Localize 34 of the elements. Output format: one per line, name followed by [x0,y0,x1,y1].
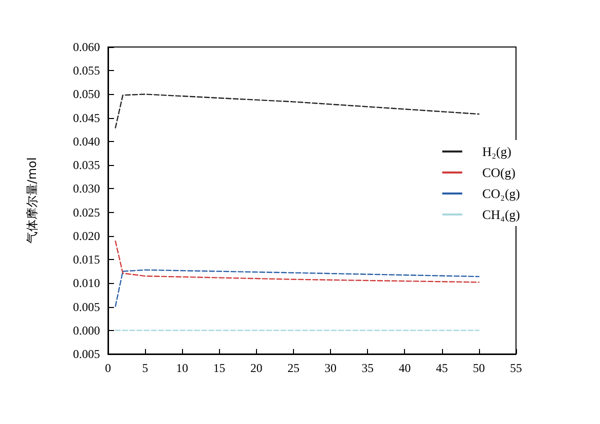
x-tick-label: 15 [213,361,226,375]
y-tick-label: 0.020 [73,228,100,243]
y-tick-label: 0.005 [73,347,100,361]
legend-label: H₂(g) [482,144,512,159]
legend-label: CH₄(g) [482,207,520,222]
line-series [114,94,480,128]
x-tick-label: 5 [142,361,148,375]
y-tick-label: 0.005 [73,300,100,314]
x-tick-label: 50 [472,361,485,375]
x-tick-label: 40 [398,361,411,375]
x-tick-label: 55 [510,361,522,375]
y-tick-label: 0.055 [73,64,100,78]
legend-label: CO₂(g) [482,186,520,201]
y-tick-label: 0.010 [73,276,100,290]
y-tick-label: 0.050 [73,87,100,102]
y-tick-label: 0.000 [73,323,100,338]
x-tick-label: 25 [287,361,300,375]
line-series [114,240,480,283]
x-tick-label: 10 [176,361,188,375]
y-axis-title: 气体摩尔量/mol [25,157,39,244]
line-series [114,269,480,307]
x-tick-label: 0 [105,361,111,375]
y-tick-label: 0.060 [73,40,100,54]
legend-label: CO(g) [482,165,516,180]
y-tick-label: 0.015 [73,252,100,267]
x-tick-label: 45 [436,361,448,375]
y-tick-label: 0.025 [73,205,100,220]
y-tick-label: 0.035 [73,158,100,172]
y-tick-label: 0.030 [73,182,100,196]
x-tick-label: 35 [362,361,374,375]
x-tick-label: 20 [250,361,262,375]
y-tick-label: 0.045 [73,110,100,125]
x-tick-label: 30 [324,361,337,375]
y-tick-label: 0.040 [73,134,100,148]
